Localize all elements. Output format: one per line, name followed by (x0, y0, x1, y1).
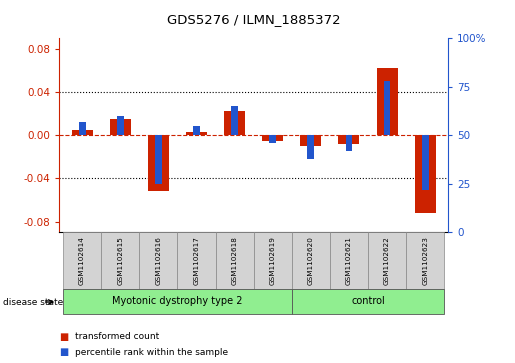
Bar (148, 135, 169, 191)
Text: GSM1102618: GSM1102618 (232, 236, 237, 285)
Bar (338, 135, 359, 144)
Bar (292, 232, 330, 289)
Text: Myotonic dystrophy type 2: Myotonic dystrophy type 2 (112, 296, 243, 306)
Bar (292, 289, 444, 314)
Text: GSM1102619: GSM1102619 (270, 236, 276, 285)
Text: GSM1102623: GSM1102623 (422, 236, 428, 285)
Text: transformed count: transformed count (75, 333, 159, 341)
Text: GDS5276 / ILMN_1885372: GDS5276 / ILMN_1885372 (167, 13, 341, 26)
Bar (186, 132, 207, 135)
Bar (215, 232, 253, 289)
Bar (406, 232, 444, 289)
Bar (79, 122, 85, 135)
Text: ■: ■ (59, 332, 68, 342)
Text: GSM1102617: GSM1102617 (194, 236, 199, 285)
Bar (415, 135, 436, 213)
Text: percentile rank within the sample: percentile rank within the sample (75, 348, 228, 356)
Text: disease state: disease state (3, 298, 63, 306)
Bar (330, 232, 368, 289)
Bar (262, 135, 283, 140)
Text: GSM1102622: GSM1102622 (384, 236, 390, 285)
Bar (231, 106, 238, 135)
Bar (384, 81, 390, 135)
Bar (253, 232, 292, 289)
Text: GSM1102616: GSM1102616 (156, 236, 161, 285)
Bar (110, 119, 131, 135)
Bar (300, 135, 321, 146)
Bar (193, 126, 200, 135)
Bar (307, 135, 314, 159)
Text: GSM1102621: GSM1102621 (346, 236, 352, 285)
Text: GSM1102615: GSM1102615 (117, 236, 123, 285)
Bar (376, 68, 398, 135)
Bar (224, 111, 245, 135)
Bar (155, 135, 162, 184)
Text: ■: ■ (59, 347, 68, 357)
Bar (117, 116, 124, 135)
Bar (422, 135, 428, 189)
Text: control: control (351, 296, 385, 306)
Bar (177, 232, 215, 289)
Bar (368, 232, 406, 289)
Bar (346, 135, 352, 151)
Text: GSM1102614: GSM1102614 (79, 236, 85, 285)
Text: GSM1102620: GSM1102620 (308, 236, 314, 285)
Bar (139, 232, 177, 289)
Bar (72, 130, 93, 135)
Bar (101, 232, 139, 289)
Bar (63, 232, 101, 289)
Bar (63, 289, 292, 314)
Bar (269, 135, 276, 143)
